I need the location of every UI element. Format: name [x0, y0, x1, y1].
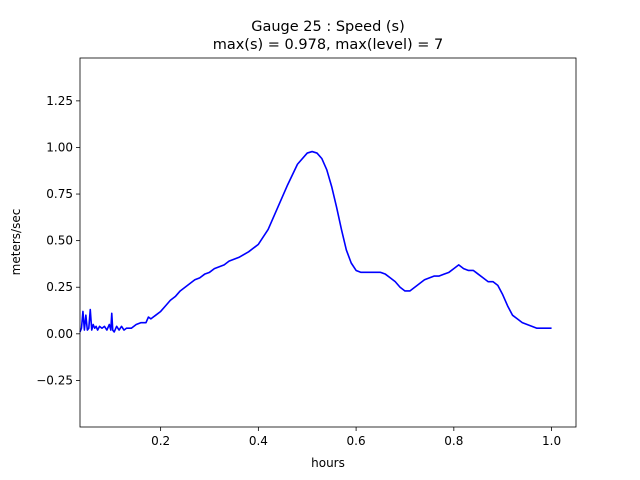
y-axis: −0.25 0.00 0.25 0.50 0.75 1.00 1.25	[36, 94, 80, 387]
y-axis-label: meters/sec	[9, 209, 23, 276]
x-tick-label: 1.0	[542, 434, 561, 448]
series-line-0	[79, 150, 552, 333]
chart-subtitle: max(s) = 0.978, max(level) = 7	[213, 37, 444, 53]
y-tick-label: 0.50	[46, 234, 73, 248]
x-axis: 0.2 0.4 0.6 0.8 1.0	[151, 427, 561, 448]
x-tick-label: 0.4	[249, 434, 268, 448]
y-tick-label: 1.25	[46, 94, 73, 108]
y-tick-label: 0.25	[46, 280, 73, 294]
x-tick-label: 0.8	[444, 434, 463, 448]
x-axis-label: hours	[311, 456, 345, 470]
chart-title: Gauge 25 : Speed (s)	[251, 19, 405, 35]
x-tick-label: 0.6	[347, 434, 366, 448]
plot-frame	[79, 57, 577, 428]
y-tick-label: 0.75	[46, 187, 73, 201]
plot-area	[79, 150, 552, 333]
y-tick-label: 1.00	[46, 140, 73, 154]
y-tick-label: 0.00	[46, 327, 73, 341]
y-tick-label: −0.25	[36, 373, 73, 387]
x-tick-label: 0.2	[151, 434, 170, 448]
